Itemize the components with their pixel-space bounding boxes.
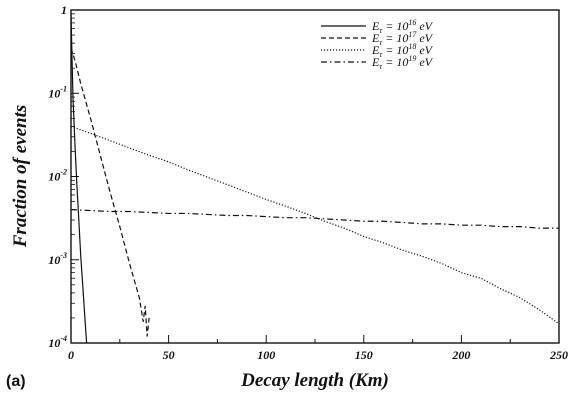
legend-label: Eτ = 1018 eV xyxy=(371,42,434,59)
series-line-1 xyxy=(70,13,88,344)
y-axis: 1 10-1 10-2 10-3 10-4 xyxy=(48,3,79,350)
legend-label: Eτ = 1017 eV xyxy=(371,30,434,47)
x-tick-label: 150 xyxy=(355,348,373,362)
x-axis: 0 50 100 150 200 250 xyxy=(68,335,568,362)
x-tick-label: 200 xyxy=(451,348,470,362)
legend-label: Eτ = 1019 eV xyxy=(371,54,434,71)
y-tick-label: 10-2 xyxy=(48,168,67,184)
y-tick-label: 1 xyxy=(61,3,67,17)
y-tick-label: 10-3 xyxy=(48,251,67,267)
x-tick-label: 250 xyxy=(549,348,568,362)
x-tick-label: 0 xyxy=(68,348,74,362)
y-tick-label: 10-1 xyxy=(48,84,67,100)
y-axis-title: Fraction of events xyxy=(10,105,31,249)
y-tick-label: 10-4 xyxy=(48,334,67,350)
plot-frame xyxy=(70,9,560,344)
series-line-4 xyxy=(70,209,559,229)
legend-label: Eτ = 1016 eV xyxy=(371,18,434,35)
series-layer xyxy=(70,13,560,344)
x-axis-title: Decay length (Km) xyxy=(240,370,389,391)
series-line-2 xyxy=(70,47,150,337)
x-tick-label: 50 xyxy=(163,348,175,362)
x-tick-label: 100 xyxy=(257,348,275,362)
panel-label: (a) xyxy=(6,373,26,390)
